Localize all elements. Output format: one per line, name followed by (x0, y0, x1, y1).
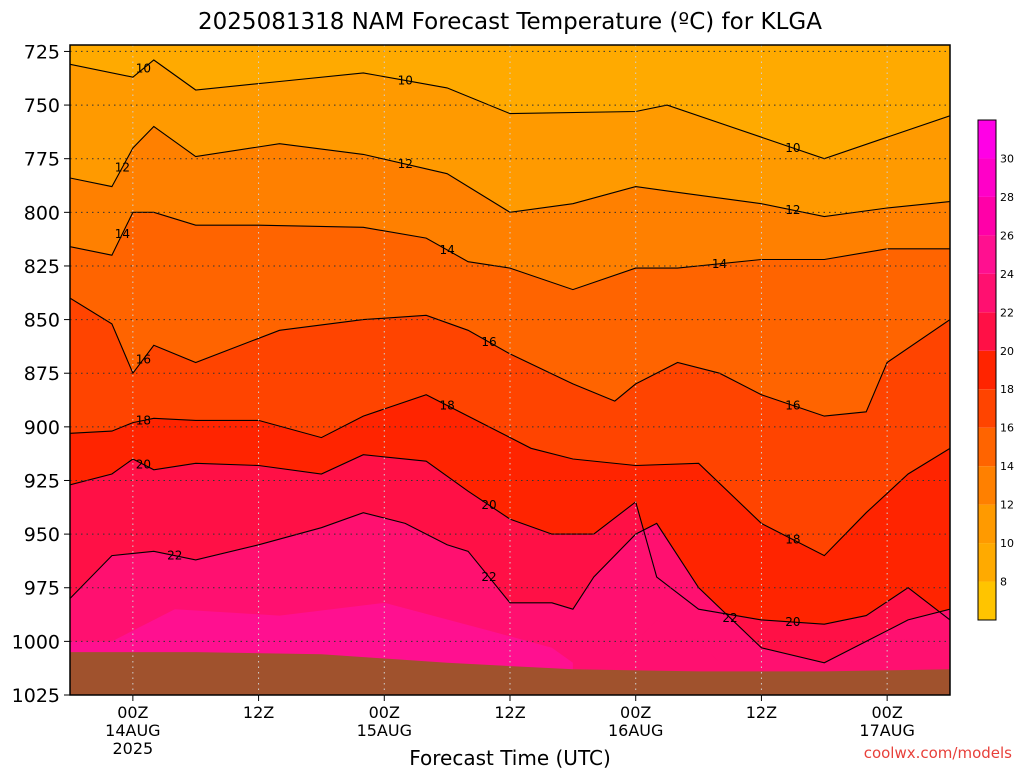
y-tick-label: 875 (24, 363, 60, 385)
ground-terrain (70, 652, 950, 695)
y-tick-label: 1025 (12, 685, 60, 707)
colorbar-label: 26 (1000, 229, 1014, 242)
x-tick-label: 00Z (871, 703, 902, 722)
colorbar-label: 10 (1000, 537, 1014, 550)
colorbar-label: 12 (1000, 499, 1014, 512)
x-tick-sublabel: 17AUG (859, 721, 914, 740)
colorbar-bin (978, 235, 996, 274)
isotherm-label: 10 (398, 73, 413, 87)
colorbar-label: 20 (1000, 345, 1014, 358)
isotherm-14 (70, 211, 950, 291)
chart-title: 2025081318 NAM Forecast Temperature (ºC)… (198, 9, 822, 35)
x-tick-label: 00Z (369, 703, 400, 722)
isotherm-22 (70, 512, 950, 664)
isotherm-label: 16 (785, 398, 800, 412)
colorbar-bin (978, 427, 996, 467)
isotherm-label: 12 (115, 160, 130, 174)
x-tick-sublabel: 15AUG (357, 721, 412, 740)
y-tick-label: 850 (24, 310, 60, 332)
isotherm-label: 20 (481, 498, 496, 512)
colorbar-bin (978, 120, 996, 159)
isotherm-label: 14 (115, 227, 130, 241)
colorbar-bin (978, 273, 996, 313)
isotherm-label: 14 (712, 257, 727, 271)
y-tick-label: 925 (24, 470, 60, 492)
isotherm-label: 20 (785, 615, 800, 629)
x-tick-label: 00Z (620, 703, 651, 722)
y-tick-label: 800 (24, 202, 60, 224)
x-tick-sublabel: 2025 (112, 739, 153, 758)
x-tick-label: 00Z (117, 703, 148, 722)
y-tick-label: 975 (24, 578, 60, 600)
y-tick-label: 725 (24, 41, 60, 63)
y-tick-label: 950 (24, 524, 60, 546)
x-tick-label: 12Z (746, 703, 777, 722)
colorbar-bin (978, 312, 996, 351)
y-tick-label: 775 (24, 149, 60, 171)
isotherm-label: 22 (722, 611, 737, 625)
y-tick-label: 1000 (12, 631, 60, 653)
colorbar-label: 24 (1000, 268, 1014, 281)
isotherm-label: 18 (440, 398, 455, 412)
isotherm-label: 12 (785, 203, 800, 217)
isotherm-label: 12 (398, 157, 413, 171)
isotherm-label: 22 (167, 549, 182, 563)
isotherm-18 (70, 394, 950, 557)
colorbar-bin (978, 158, 996, 197)
isotherm-label: 18 (785, 532, 800, 546)
credit-text: coolwx.com/models (864, 744, 1012, 762)
colorbar-bin (978, 504, 996, 544)
colorbar-bin (978, 543, 996, 582)
colorbar-bin (978, 389, 996, 428)
colorbar-label: 8 (1000, 576, 1007, 589)
x-axis-label: Forecast Time (UTC) (409, 746, 611, 768)
colorbar-label: 28 (1000, 191, 1014, 204)
isotherm-lines: 10 10 10 12 12 12 14 14 14 16 16 16 18 18 18 20 20 20 22 22… (70, 59, 950, 664)
isotherm-label: 18 (136, 413, 151, 427)
isotherm-16 (70, 297, 950, 417)
colorbar-label: 22 (1000, 306, 1014, 319)
colorbar-label: 14 (1000, 460, 1014, 473)
x-tick-label: 12Z (494, 703, 525, 722)
colorbar-label: 30 (1000, 152, 1014, 165)
plot-area: 10 10 10 12 12 12 14 14 14 16 16 16 18 18 18 20 20 20 22 22… (69, 44, 951, 696)
colorbar: 8 10 12 14 16 18 20 22 24 26 28 30 (977, 119, 1014, 621)
isotherm-label: 16 (481, 335, 496, 349)
isotherm-label: 20 (136, 457, 151, 471)
x-tick-sublabel: 14AUG (105, 721, 160, 740)
isotherm-label: 10 (136, 62, 151, 76)
colorbar-bin (978, 196, 996, 236)
colorbar-label: 16 (1000, 422, 1014, 435)
colorbar-frame (977, 119, 997, 621)
colorbar-bin (978, 350, 996, 390)
grid-lines (70, 45, 950, 695)
isotherm-label: 22 (481, 570, 496, 584)
y-tick-label: 825 (24, 256, 60, 278)
isotherm-label: 14 (440, 243, 455, 257)
y-tick-label: 900 (24, 417, 60, 439)
colorbar-bin (978, 581, 996, 620)
isotherm-label: 10 (785, 141, 800, 155)
isotherm-label: 16 (136, 352, 151, 366)
y-axis: 725 750 775 800 825 850 875 900 925 950 975 1000 102… (12, 41, 70, 707)
colorbar-label: 18 (1000, 383, 1014, 396)
isotherm-10 (70, 59, 950, 160)
x-tick-sublabel: 16AUG (608, 721, 663, 740)
isotherm-12 (70, 125, 950, 218)
colorbar-bin (978, 466, 996, 505)
x-tick-label: 12Z (243, 703, 274, 722)
y-tick-label: 750 (24, 95, 60, 117)
